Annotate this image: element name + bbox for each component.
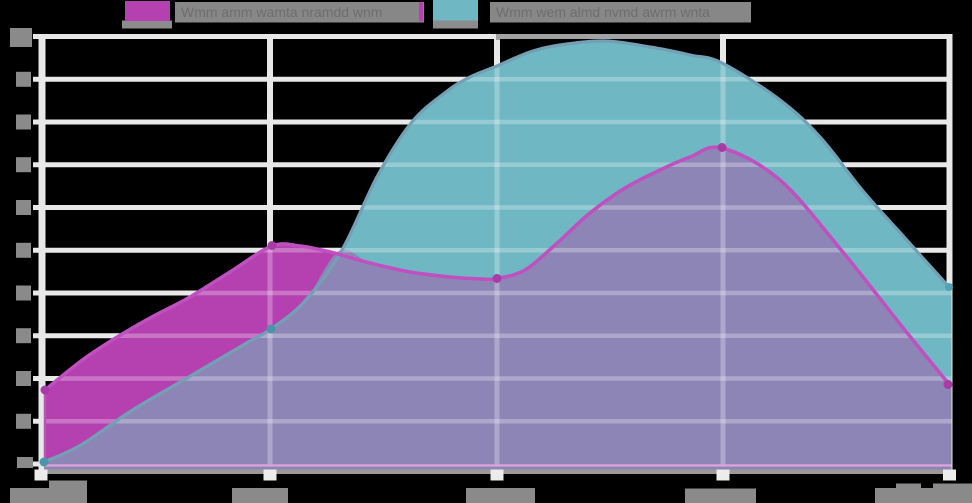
svg-text:Wmm amm wamta nramdd wnm: Wmm amm wamta nramdd wnm: [181, 4, 382, 20]
svg-text:Wmm wem almd nvmd awrm wnta: Wmm wem almd nvmd awrm wnta: [496, 4, 710, 20]
